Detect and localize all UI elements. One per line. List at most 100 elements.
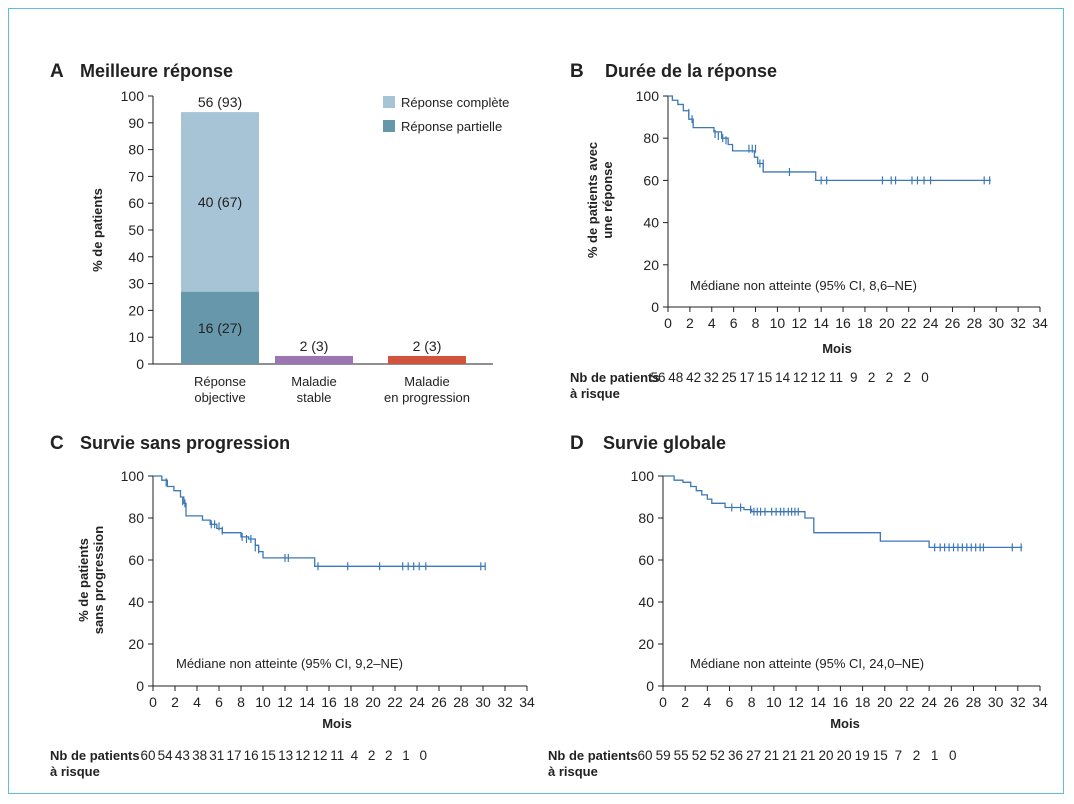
category-label: stable (297, 390, 332, 405)
risk-value: 36 (728, 748, 743, 763)
panel-letter: B (570, 61, 584, 82)
risk-value: 2 (868, 370, 876, 385)
risk-value: 21 (800, 748, 815, 763)
legend-label: Réponse partielle (401, 119, 502, 134)
x-tick-label: 2 (681, 694, 689, 710)
risk-value: 21 (782, 748, 797, 763)
risk-value: 17 (739, 370, 754, 385)
x-tick-label: 4 (703, 694, 711, 710)
risk-table-label: à risque (570, 386, 620, 401)
bar (275, 355, 353, 364)
x-tick-label: 12 (792, 315, 808, 331)
risk-value: 59 (656, 748, 671, 763)
figure-frame (8, 8, 1064, 794)
y-tick-label: 100 (631, 468, 655, 484)
risk-value: 2 (903, 370, 911, 385)
legend-swatch (383, 120, 395, 132)
x-tick-label: 14 (299, 694, 315, 710)
bar-data-label: 2 (3) (300, 338, 329, 354)
y-tick-label: 50 (128, 222, 144, 238)
x-tick-label: 2 (171, 694, 179, 710)
y-tick-label: 10 (128, 329, 144, 345)
risk-value: 12 (312, 748, 327, 763)
y-axis-title: une réponse (600, 161, 615, 238)
risk-value: 15 (261, 748, 276, 763)
category-label: en progression (384, 390, 470, 405)
y-axis-title: % de patients avec (585, 142, 600, 258)
legend-swatch (383, 96, 395, 108)
y-tick-label: 20 (128, 302, 144, 318)
x-tick-label: 2 (686, 315, 694, 331)
bar (181, 112, 259, 292)
y-tick-label: 0 (136, 356, 144, 372)
panel-letter: D (570, 433, 584, 454)
risk-value: 11 (330, 748, 344, 763)
median-annotation: Médiane non atteinte (95% CI, 24,0–NE) (690, 656, 924, 671)
y-tick-label: 60 (638, 552, 654, 568)
risk-value: 14 (775, 370, 791, 385)
risk-table-label: Nb de patients (548, 748, 638, 763)
x-tick-label: 26 (944, 694, 960, 710)
x-tick-label: 34 (519, 694, 535, 710)
risk-value: 48 (668, 370, 683, 385)
y-tick-label: 90 (128, 115, 144, 131)
y-tick-label: 0 (136, 678, 144, 694)
x-tick-label: 20 (879, 315, 895, 331)
x-tick-label: 28 (453, 694, 469, 710)
x-tick-label: 10 (770, 315, 786, 331)
x-tick-label: 24 (923, 315, 939, 331)
survival-curve (668, 95, 991, 182)
risk-value: 54 (158, 748, 174, 763)
median-annotation: Médiane non atteinte (95% CI, 9,2–NE) (176, 656, 403, 671)
risk-value: 25 (722, 370, 737, 385)
risk-value: 17 (226, 748, 241, 763)
risk-value: 12 (295, 748, 310, 763)
y-axis-title: % de patients (76, 538, 91, 622)
risk-value: 2 (368, 748, 376, 763)
bar-data-label: 16 (27) (198, 320, 242, 336)
x-tick-label: 24 (921, 694, 937, 710)
x-tick-label: 6 (726, 694, 734, 710)
y-tick-label: 100 (636, 88, 660, 104)
risk-value: 52 (692, 748, 707, 763)
x-tick-label: 18 (343, 694, 359, 710)
x-tick-label: 20 (365, 694, 381, 710)
risk-value: 15 (757, 370, 772, 385)
x-axis-title: Mois (822, 341, 852, 356)
risk-value: 7 (895, 748, 903, 763)
risk-value: 20 (818, 748, 833, 763)
risk-value: 20 (837, 748, 852, 763)
risk-value: 21 (764, 748, 779, 763)
risk-value: 27 (746, 748, 761, 763)
risk-value: 42 (686, 370, 701, 385)
x-tick-label: 28 (967, 315, 983, 331)
x-tick-label: 32 (1010, 315, 1026, 331)
median-annotation: Médiane non atteinte (95% CI, 8,6–NE) (690, 278, 917, 293)
bar (388, 355, 466, 364)
x-tick-label: 8 (748, 694, 756, 710)
x-tick-label: 24 (409, 694, 425, 710)
x-tick-label: 34 (1032, 694, 1048, 710)
y-tick-label: 80 (128, 510, 144, 526)
x-tick-label: 18 (857, 315, 873, 331)
y-tick-label: 60 (128, 195, 144, 211)
risk-value: 60 (637, 748, 652, 763)
bar-data-label: 40 (67) (198, 194, 242, 210)
x-tick-label: 14 (813, 315, 829, 331)
x-tick-label: 0 (664, 315, 672, 331)
x-tick-label: 34 (1032, 315, 1048, 331)
bar-data-label: 2 (3) (413, 338, 442, 354)
y-tick-label: 60 (128, 552, 144, 568)
y-tick-label: 60 (643, 172, 659, 188)
x-tick-label: 8 (237, 694, 245, 710)
x-tick-label: 16 (835, 315, 851, 331)
y-tick-label: 0 (651, 299, 659, 315)
y-tick-label: 40 (128, 594, 144, 610)
x-tick-label: 14 (810, 694, 826, 710)
risk-table-label: à risque (50, 764, 100, 779)
y-tick-label: 80 (643, 130, 659, 146)
x-tick-label: 28 (966, 694, 982, 710)
